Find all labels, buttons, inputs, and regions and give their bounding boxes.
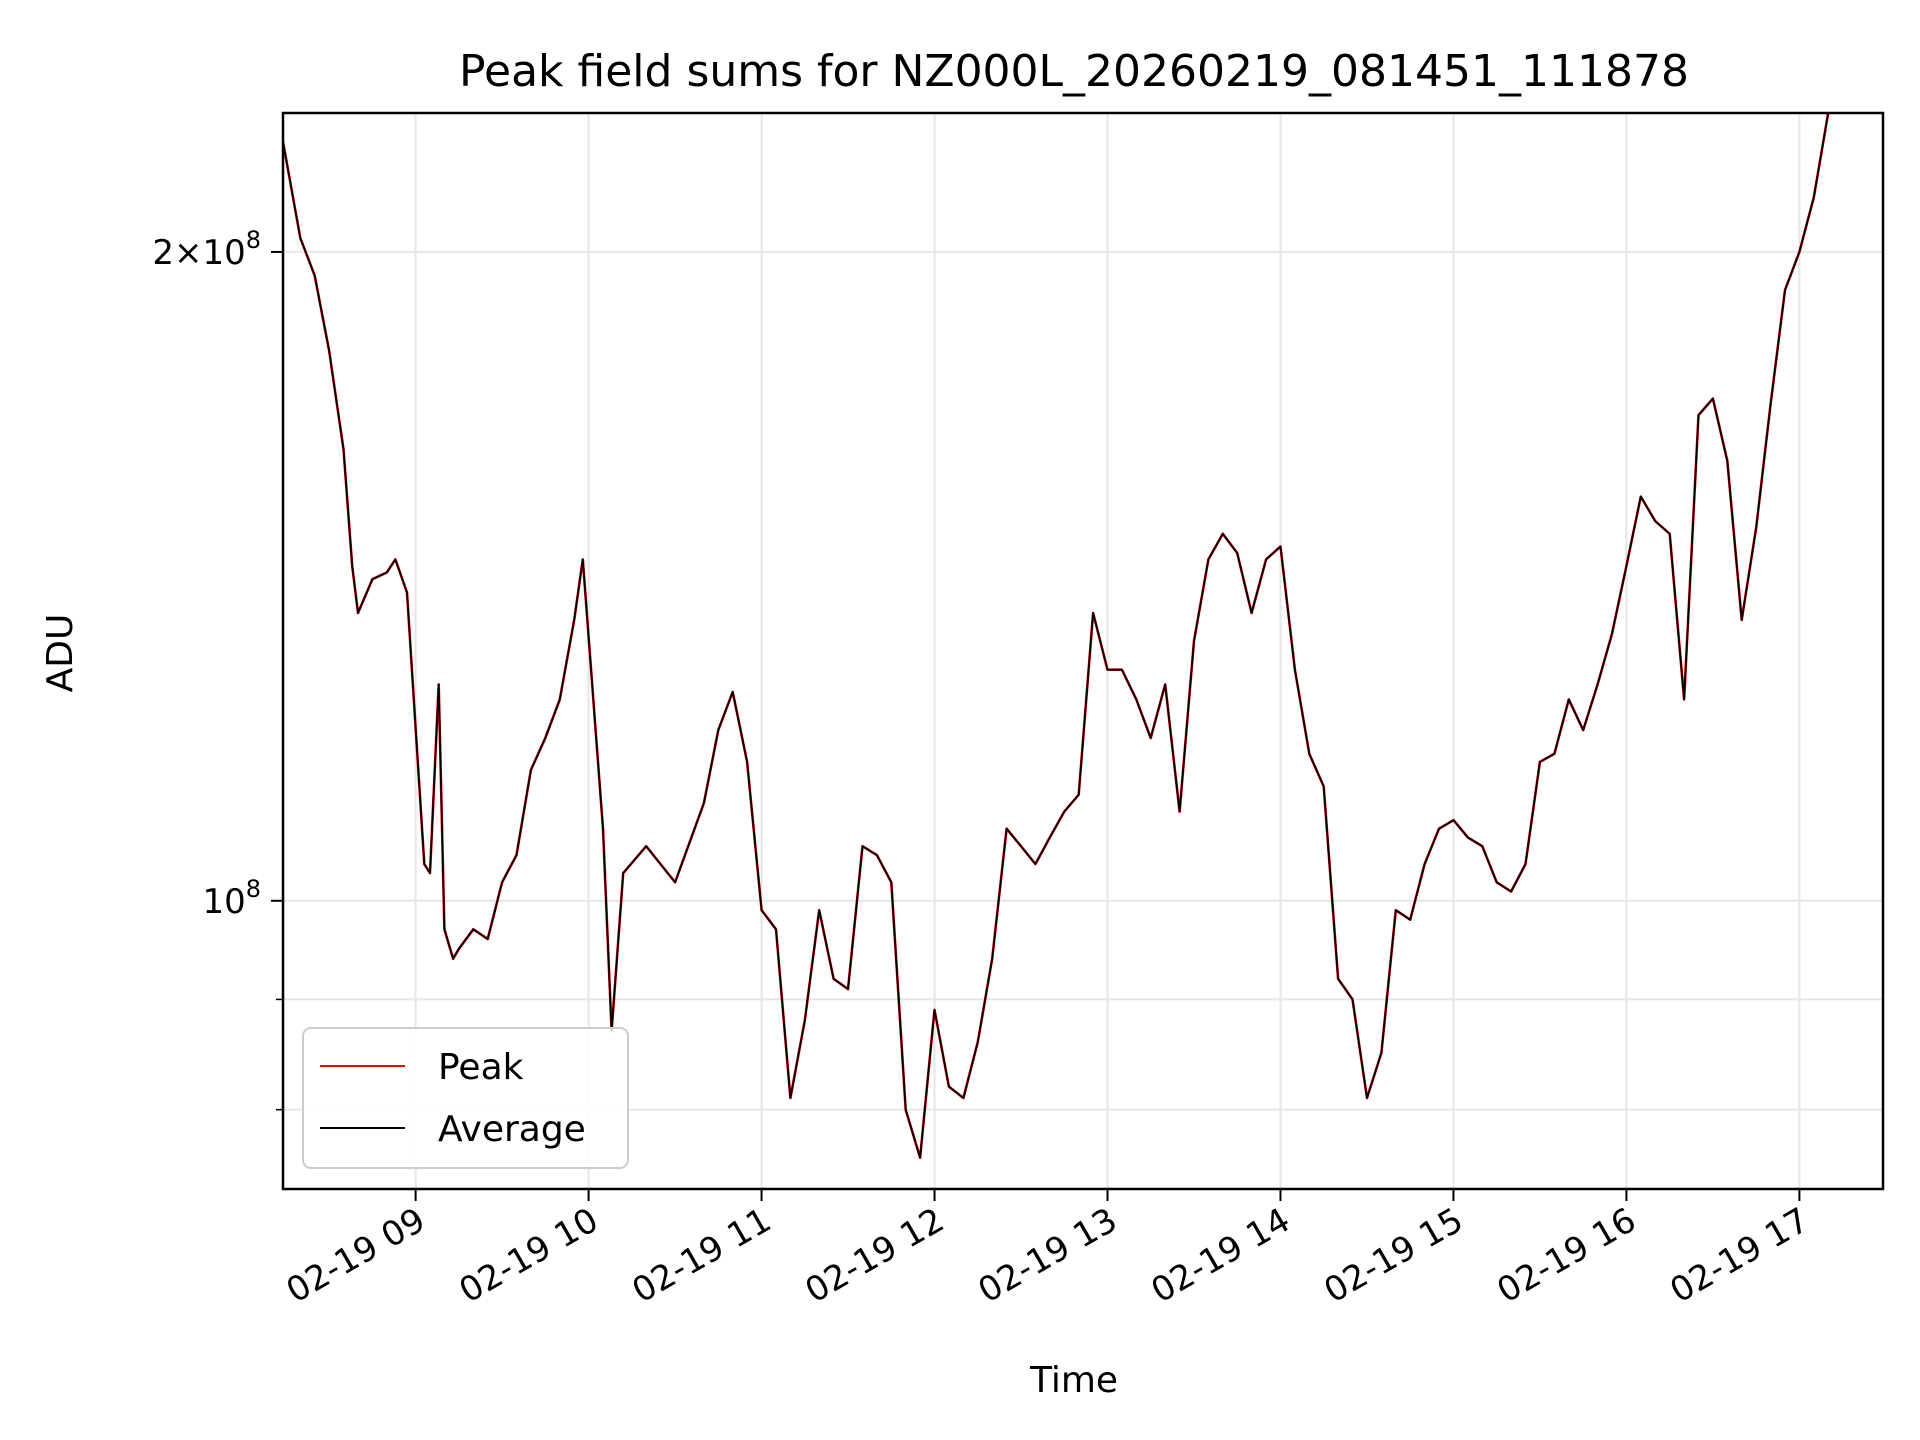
x-tick-label: 02-19 16 [1491,1200,1643,1311]
x-tick-label: 02-19 11 [626,1200,778,1311]
legend: Peak Average [302,1027,629,1169]
legend-label-average: Average [438,1109,586,1150]
legend-box [302,1027,629,1169]
x-axis-label: Time [1029,1360,1118,1401]
chart-title: Peak field sums for NZ000L_20260219_0814… [459,46,1689,97]
x-tick-label: 02-19 13 [972,1200,1124,1311]
series-line-peak [281,112,1830,1159]
x-tick-label: 02-19 12 [799,1200,951,1311]
legend-label-peak: Peak [438,1047,524,1088]
y-axis-ticks: 108 2×108 [152,226,283,1111]
x-tick-label: 02-19 09 [280,1200,432,1311]
y-tick-label: 108 [202,875,261,922]
x-tick-label: 02-19 14 [1145,1200,1297,1311]
y-axis-label: ADU [40,614,81,693]
x-tick-label: 02-19 15 [1318,1200,1470,1311]
x-tick-label: 02-19 17 [1664,1200,1816,1311]
plot-frame [281,111,1885,1191]
series-lines [281,112,1830,1159]
x-tick-label: 02-19 10 [453,1200,605,1311]
y-tick-label: 2×108 [152,226,261,273]
series-line-average [282,112,1830,1159]
x-axis-ticks: 02-19 09 02-19 10 02-19 11 02-19 12 02-19 13… [280,1189,1816,1311]
